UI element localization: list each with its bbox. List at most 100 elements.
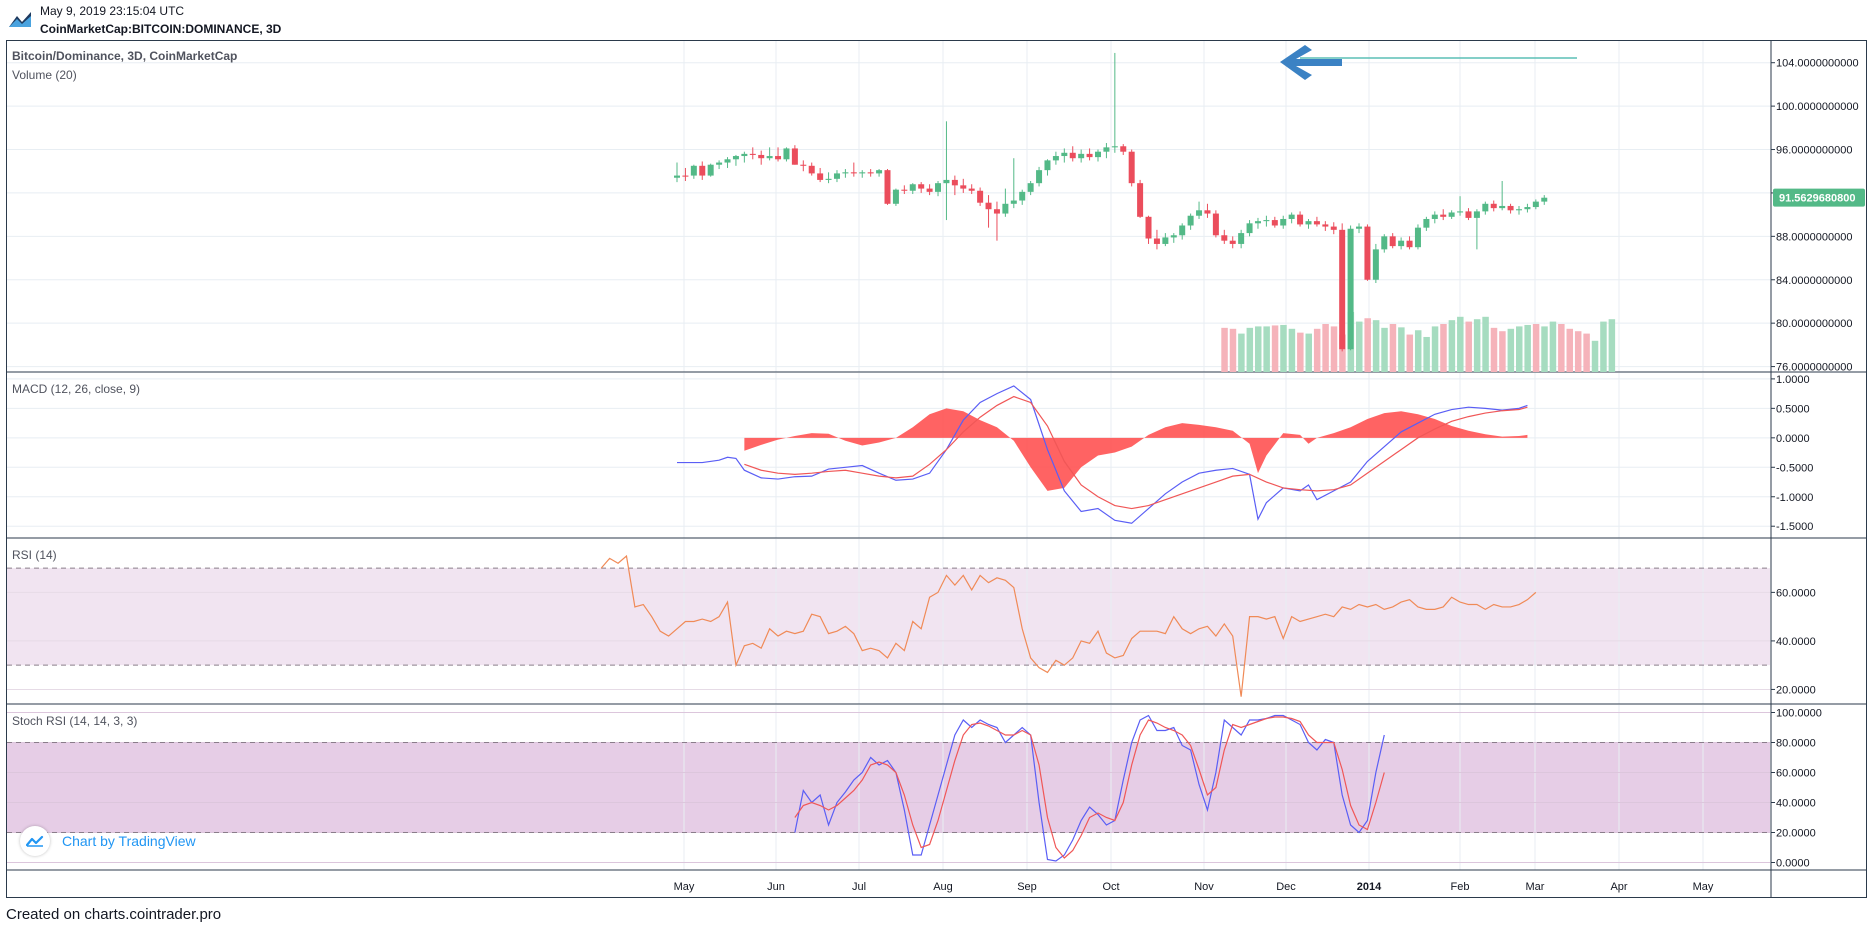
candle-body bbox=[1532, 201, 1539, 208]
macd-tick-label: -1.5000 bbox=[1776, 521, 1813, 533]
candle-body bbox=[690, 165, 697, 176]
volume-bar bbox=[1339, 334, 1346, 372]
x-tick-label: 2014 bbox=[1357, 881, 1382, 893]
volume-bar bbox=[1372, 320, 1380, 372]
x-tick-label: May bbox=[674, 881, 695, 893]
volume-bar bbox=[1490, 327, 1498, 372]
candle-body bbox=[1457, 211, 1464, 213]
candle-body bbox=[1448, 212, 1455, 217]
candle-body bbox=[1288, 214, 1295, 219]
candle-body bbox=[716, 162, 723, 165]
volume-bar bbox=[1448, 320, 1456, 372]
stoch-pane-title: Stoch RSI (14, 14, 3, 3) bbox=[12, 714, 137, 728]
candle-body bbox=[1423, 218, 1430, 228]
candle-body bbox=[1019, 191, 1026, 201]
macd-tick-label: -0.5000 bbox=[1776, 462, 1813, 474]
macd-line bbox=[677, 385, 1528, 524]
volume-bar bbox=[1313, 328, 1321, 372]
candle-body bbox=[1322, 224, 1329, 227]
candle-body bbox=[1179, 225, 1186, 236]
candle-body bbox=[901, 189, 908, 191]
x-tick-label: Jul bbox=[852, 881, 866, 893]
candle-body bbox=[850, 172, 857, 174]
volume-bar bbox=[1238, 333, 1245, 372]
left-arrow-icon bbox=[1280, 45, 1342, 80]
candle-body bbox=[791, 148, 798, 165]
x-tick-label: Nov bbox=[1194, 881, 1214, 893]
candle-body bbox=[1162, 237, 1169, 244]
volume-bar bbox=[1532, 324, 1540, 372]
candle-body bbox=[1120, 146, 1127, 152]
volume-bar bbox=[1482, 316, 1489, 372]
volume-bar bbox=[1591, 340, 1599, 372]
volume-bar bbox=[1608, 319, 1616, 372]
candle-body bbox=[960, 185, 967, 189]
candle-body bbox=[766, 156, 773, 159]
candle-body bbox=[859, 172, 866, 174]
candle-body bbox=[1196, 210, 1203, 216]
candle-body bbox=[968, 188, 975, 191]
stoch-tick-label: 20.0000 bbox=[1776, 828, 1816, 840]
volume-bar bbox=[1221, 327, 1228, 372]
header: May 9, 2019 23:15:04 UTC CoinMarketCap:B… bbox=[0, 0, 1874, 40]
candle-body bbox=[1095, 151, 1101, 158]
volume-bar bbox=[1583, 333, 1590, 372]
price-tick-label: 76.0000000000 bbox=[1776, 362, 1852, 374]
candle-body bbox=[1372, 249, 1379, 280]
candle-body bbox=[1052, 156, 1059, 161]
volume-pane-title: Volume (20) bbox=[12, 68, 77, 82]
candle-body bbox=[1406, 240, 1413, 248]
last-price-label: 91.5629680800 bbox=[1779, 193, 1855, 205]
volume-bar bbox=[1473, 319, 1481, 372]
stoch-tick-label: 60.0000 bbox=[1776, 768, 1816, 780]
volume-bar bbox=[1398, 327, 1405, 372]
candle-body bbox=[1490, 203, 1497, 209]
candle-body bbox=[1204, 210, 1211, 214]
last-price-badge bbox=[1773, 188, 1865, 207]
candle-body bbox=[1254, 221, 1261, 224]
candle-body bbox=[699, 165, 706, 176]
candle-body bbox=[825, 178, 832, 180]
volume-bar bbox=[1440, 324, 1447, 372]
rsi-band bbox=[7, 568, 1770, 666]
candle-body bbox=[1069, 152, 1076, 159]
candle-body bbox=[1507, 205, 1514, 211]
x-tick-label: Mar bbox=[1526, 881, 1545, 893]
x-tick-label: Feb bbox=[1451, 881, 1470, 893]
footer-credit: Created on charts.cointrader.pro bbox=[6, 906, 222, 923]
volume-bar bbox=[1330, 326, 1338, 372]
candle-body bbox=[1440, 214, 1447, 217]
rsi-tick-label: 20.0000 bbox=[1776, 684, 1816, 696]
stoch-band bbox=[7, 742, 1770, 833]
volume-bar bbox=[1246, 327, 1254, 372]
candle-body bbox=[1381, 236, 1388, 250]
volume-bar bbox=[1297, 332, 1304, 372]
candle-body bbox=[1027, 183, 1034, 192]
candle-body bbox=[943, 179, 950, 184]
candle-body bbox=[935, 183, 942, 192]
candle-body bbox=[1524, 207, 1531, 210]
volume-bar bbox=[1389, 324, 1397, 372]
candle-body bbox=[1128, 151, 1135, 184]
candle-body bbox=[1078, 153, 1085, 159]
candle-body bbox=[842, 172, 849, 174]
candle-body bbox=[1221, 235, 1228, 241]
candle-body bbox=[707, 164, 714, 176]
candle-body bbox=[1212, 213, 1219, 236]
candle-body bbox=[926, 188, 933, 192]
stoch-tick-label: 40.0000 bbox=[1776, 798, 1816, 810]
stoch-d-line bbox=[794, 716, 1385, 859]
watermark-text: Chart by TradingView bbox=[62, 833, 196, 849]
volume-bar bbox=[1600, 321, 1607, 372]
price-tick-label: 88.0000000000 bbox=[1776, 231, 1852, 243]
candle-body bbox=[682, 175, 689, 177]
volume-bar bbox=[1229, 328, 1237, 372]
stoch-tick-label: 100.0000 bbox=[1776, 708, 1822, 720]
snapshot-datetime: May 9, 2019 23:15:04 UTC bbox=[40, 4, 185, 18]
candle-body bbox=[867, 172, 874, 174]
candle-body bbox=[1153, 238, 1160, 244]
tradingview-watermark[interactable]: Chart by TradingView bbox=[20, 826, 196, 856]
x-tick-label: Oct bbox=[1102, 881, 1119, 893]
rsi-tick-label: 40.0000 bbox=[1776, 636, 1816, 648]
